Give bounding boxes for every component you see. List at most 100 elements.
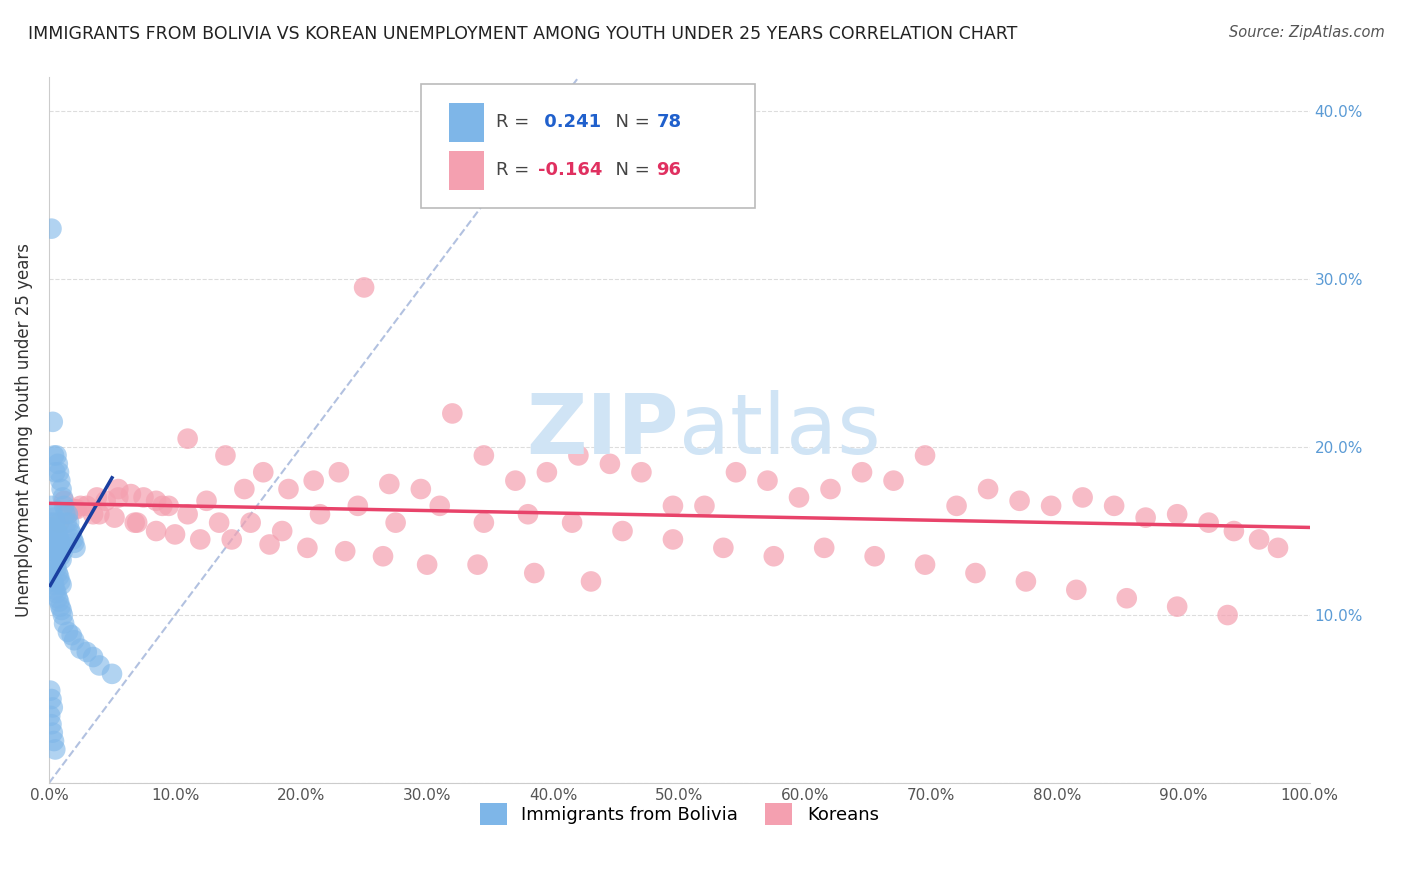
Point [214, 449, 236, 463]
Point [52, 491, 75, 505]
Point [44, 742, 66, 756]
Point [60, 527, 83, 541]
Point [41, 692, 63, 706]
Text: R =: R = [496, 113, 536, 131]
Point [517, 508, 540, 522]
Point [195, 493, 218, 508]
Point [48, 465, 70, 479]
Point [378, 477, 401, 491]
Point [523, 566, 546, 580]
Point [271, 524, 294, 538]
Point [39, 683, 62, 698]
Point [44, 533, 66, 547]
Point [662, 533, 685, 547]
Point [693, 499, 716, 513]
Point [145, 493, 167, 508]
Point [239, 516, 262, 530]
Point [60, 628, 83, 642]
Point [86, 491, 108, 505]
Point [44, 465, 66, 479]
Point [787, 491, 810, 505]
Point [45, 536, 67, 550]
Point [49, 549, 72, 564]
Point [42, 734, 65, 748]
Point [1135, 510, 1157, 524]
Point [46, 566, 69, 580]
Point [51, 603, 73, 617]
Point [1040, 499, 1063, 513]
Point [328, 465, 350, 479]
Point [176, 432, 198, 446]
Text: 96: 96 [657, 161, 682, 179]
Y-axis label: Unemployment Among Youth under 25 years: Unemployment Among Youth under 25 years [15, 244, 32, 617]
Point [42, 700, 65, 714]
Point [441, 407, 464, 421]
Point [152, 499, 174, 513]
Point [416, 558, 439, 572]
Point [48, 594, 70, 608]
Point [51, 552, 73, 566]
Point [346, 499, 368, 513]
Point [49, 474, 72, 488]
Point [1267, 541, 1289, 555]
Point [371, 549, 394, 564]
Point [536, 465, 558, 479]
Point [472, 516, 495, 530]
Point [42, 510, 65, 524]
Point [176, 508, 198, 522]
Point [252, 465, 274, 479]
Point [567, 449, 589, 463]
Point [472, 449, 495, 463]
Point [52, 544, 75, 558]
Point [1166, 599, 1188, 614]
Point [233, 482, 256, 496]
Point [101, 666, 124, 681]
Point [63, 502, 86, 516]
Point [579, 574, 602, 589]
Point [1166, 508, 1188, 522]
Point [42, 415, 65, 429]
Point [103, 510, 125, 524]
FancyBboxPatch shape [420, 85, 755, 208]
Point [42, 508, 65, 522]
Point [51, 578, 73, 592]
Point [45, 449, 67, 463]
Point [145, 524, 167, 538]
Point [44, 516, 66, 530]
Point [53, 616, 76, 631]
Point [59, 524, 82, 538]
Point [45, 524, 67, 538]
Point [208, 516, 231, 530]
Point [945, 499, 967, 513]
Text: Source: ZipAtlas.com: Source: ZipAtlas.com [1229, 25, 1385, 40]
Point [46, 541, 69, 555]
Point [1015, 574, 1038, 589]
Point [1066, 582, 1088, 597]
Point [599, 457, 621, 471]
Point [188, 533, 211, 547]
Point [45, 561, 67, 575]
Point [107, 491, 129, 505]
Point [55, 516, 77, 530]
Point [863, 549, 886, 564]
Point [505, 474, 527, 488]
Point [1008, 493, 1031, 508]
Point [309, 508, 332, 522]
Point [56, 624, 79, 639]
Point [42, 552, 65, 566]
Point [89, 508, 111, 522]
Point [124, 516, 146, 530]
Point [221, 533, 243, 547]
Point [277, 482, 299, 496]
Point [41, 717, 63, 731]
Point [66, 502, 89, 516]
Point [89, 658, 111, 673]
Point [76, 645, 98, 659]
Point [48, 569, 70, 583]
Point [49, 599, 72, 614]
Point [353, 280, 375, 294]
Point [409, 482, 432, 496]
Text: IMMIGRANTS FROM BOLIVIA VS KOREAN UNEMPLOYMENT AMONG YOUTH UNDER 25 YEARS CORREL: IMMIGRANTS FROM BOLIVIA VS KOREAN UNEMPL… [28, 25, 1018, 43]
Point [157, 499, 180, 513]
Point [127, 516, 149, 530]
